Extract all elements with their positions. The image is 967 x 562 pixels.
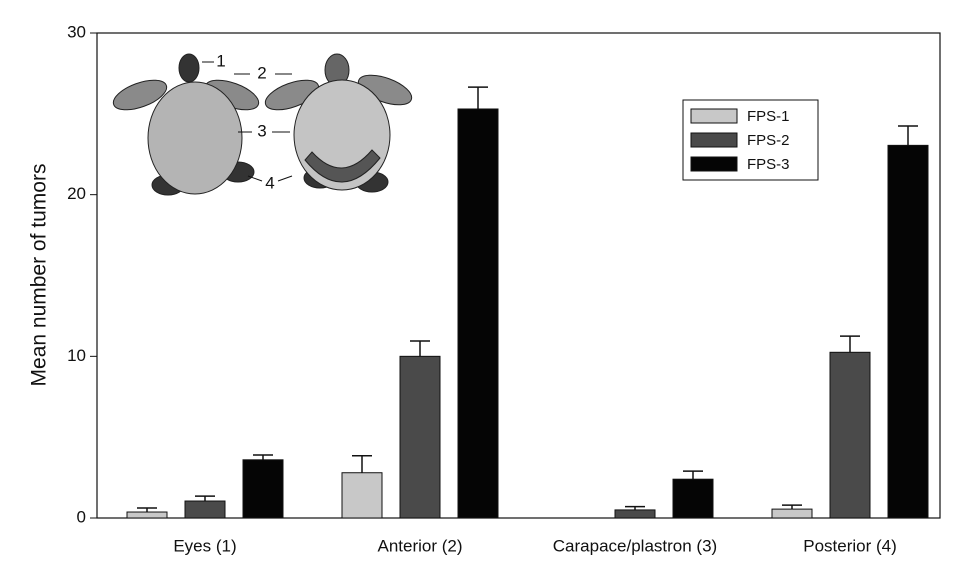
x-tick-label: Eyes (1)	[173, 536, 236, 555]
error-bar	[898, 126, 918, 145]
y-tick-label: 30	[67, 22, 86, 41]
bar	[400, 356, 440, 518]
error-bar	[468, 87, 488, 109]
bar	[127, 512, 167, 518]
error-bar	[410, 341, 430, 356]
y-axis-label: Mean number of tumors	[28, 164, 51, 387]
annotation: 2	[257, 63, 266, 82]
bar	[830, 352, 870, 518]
legend-label: FPS-1	[747, 108, 790, 125]
error-bar	[683, 471, 703, 479]
chart: Mean number of tumors 1 2 3 4 0 10 20 30 Eye…	[0, 0, 967, 562]
annotation: 3	[257, 121, 266, 140]
error-bar	[782, 505, 802, 509]
bar	[772, 509, 812, 518]
legend-swatch	[691, 109, 737, 123]
x-tick-label: Anterior (2)	[377, 536, 462, 555]
bar	[615, 510, 655, 518]
y-tick-label: 20	[67, 184, 86, 203]
bar	[673, 479, 713, 518]
y-tick-label: 10	[67, 346, 86, 365]
error-bar	[253, 455, 273, 460]
y-tick-label: 0	[77, 507, 86, 526]
error-bar	[352, 456, 372, 473]
legend-swatch	[691, 157, 737, 171]
bar	[888, 145, 928, 518]
bar	[458, 109, 498, 518]
legend-label: FPS-2	[747, 132, 790, 149]
error-bar	[195, 496, 215, 501]
bar	[185, 501, 225, 518]
x-tick-label: Posterior (4)	[803, 536, 897, 555]
error-bar	[137, 508, 157, 512]
bar	[243, 460, 283, 518]
annotation: 4	[265, 173, 274, 192]
legend-swatch	[691, 133, 737, 147]
legend-label: FPS-3	[747, 156, 790, 173]
error-bar	[840, 336, 860, 352]
x-tick-label: Carapace/plastron (3)	[553, 536, 717, 555]
annotation: 1	[216, 51, 225, 70]
bar	[342, 473, 382, 518]
